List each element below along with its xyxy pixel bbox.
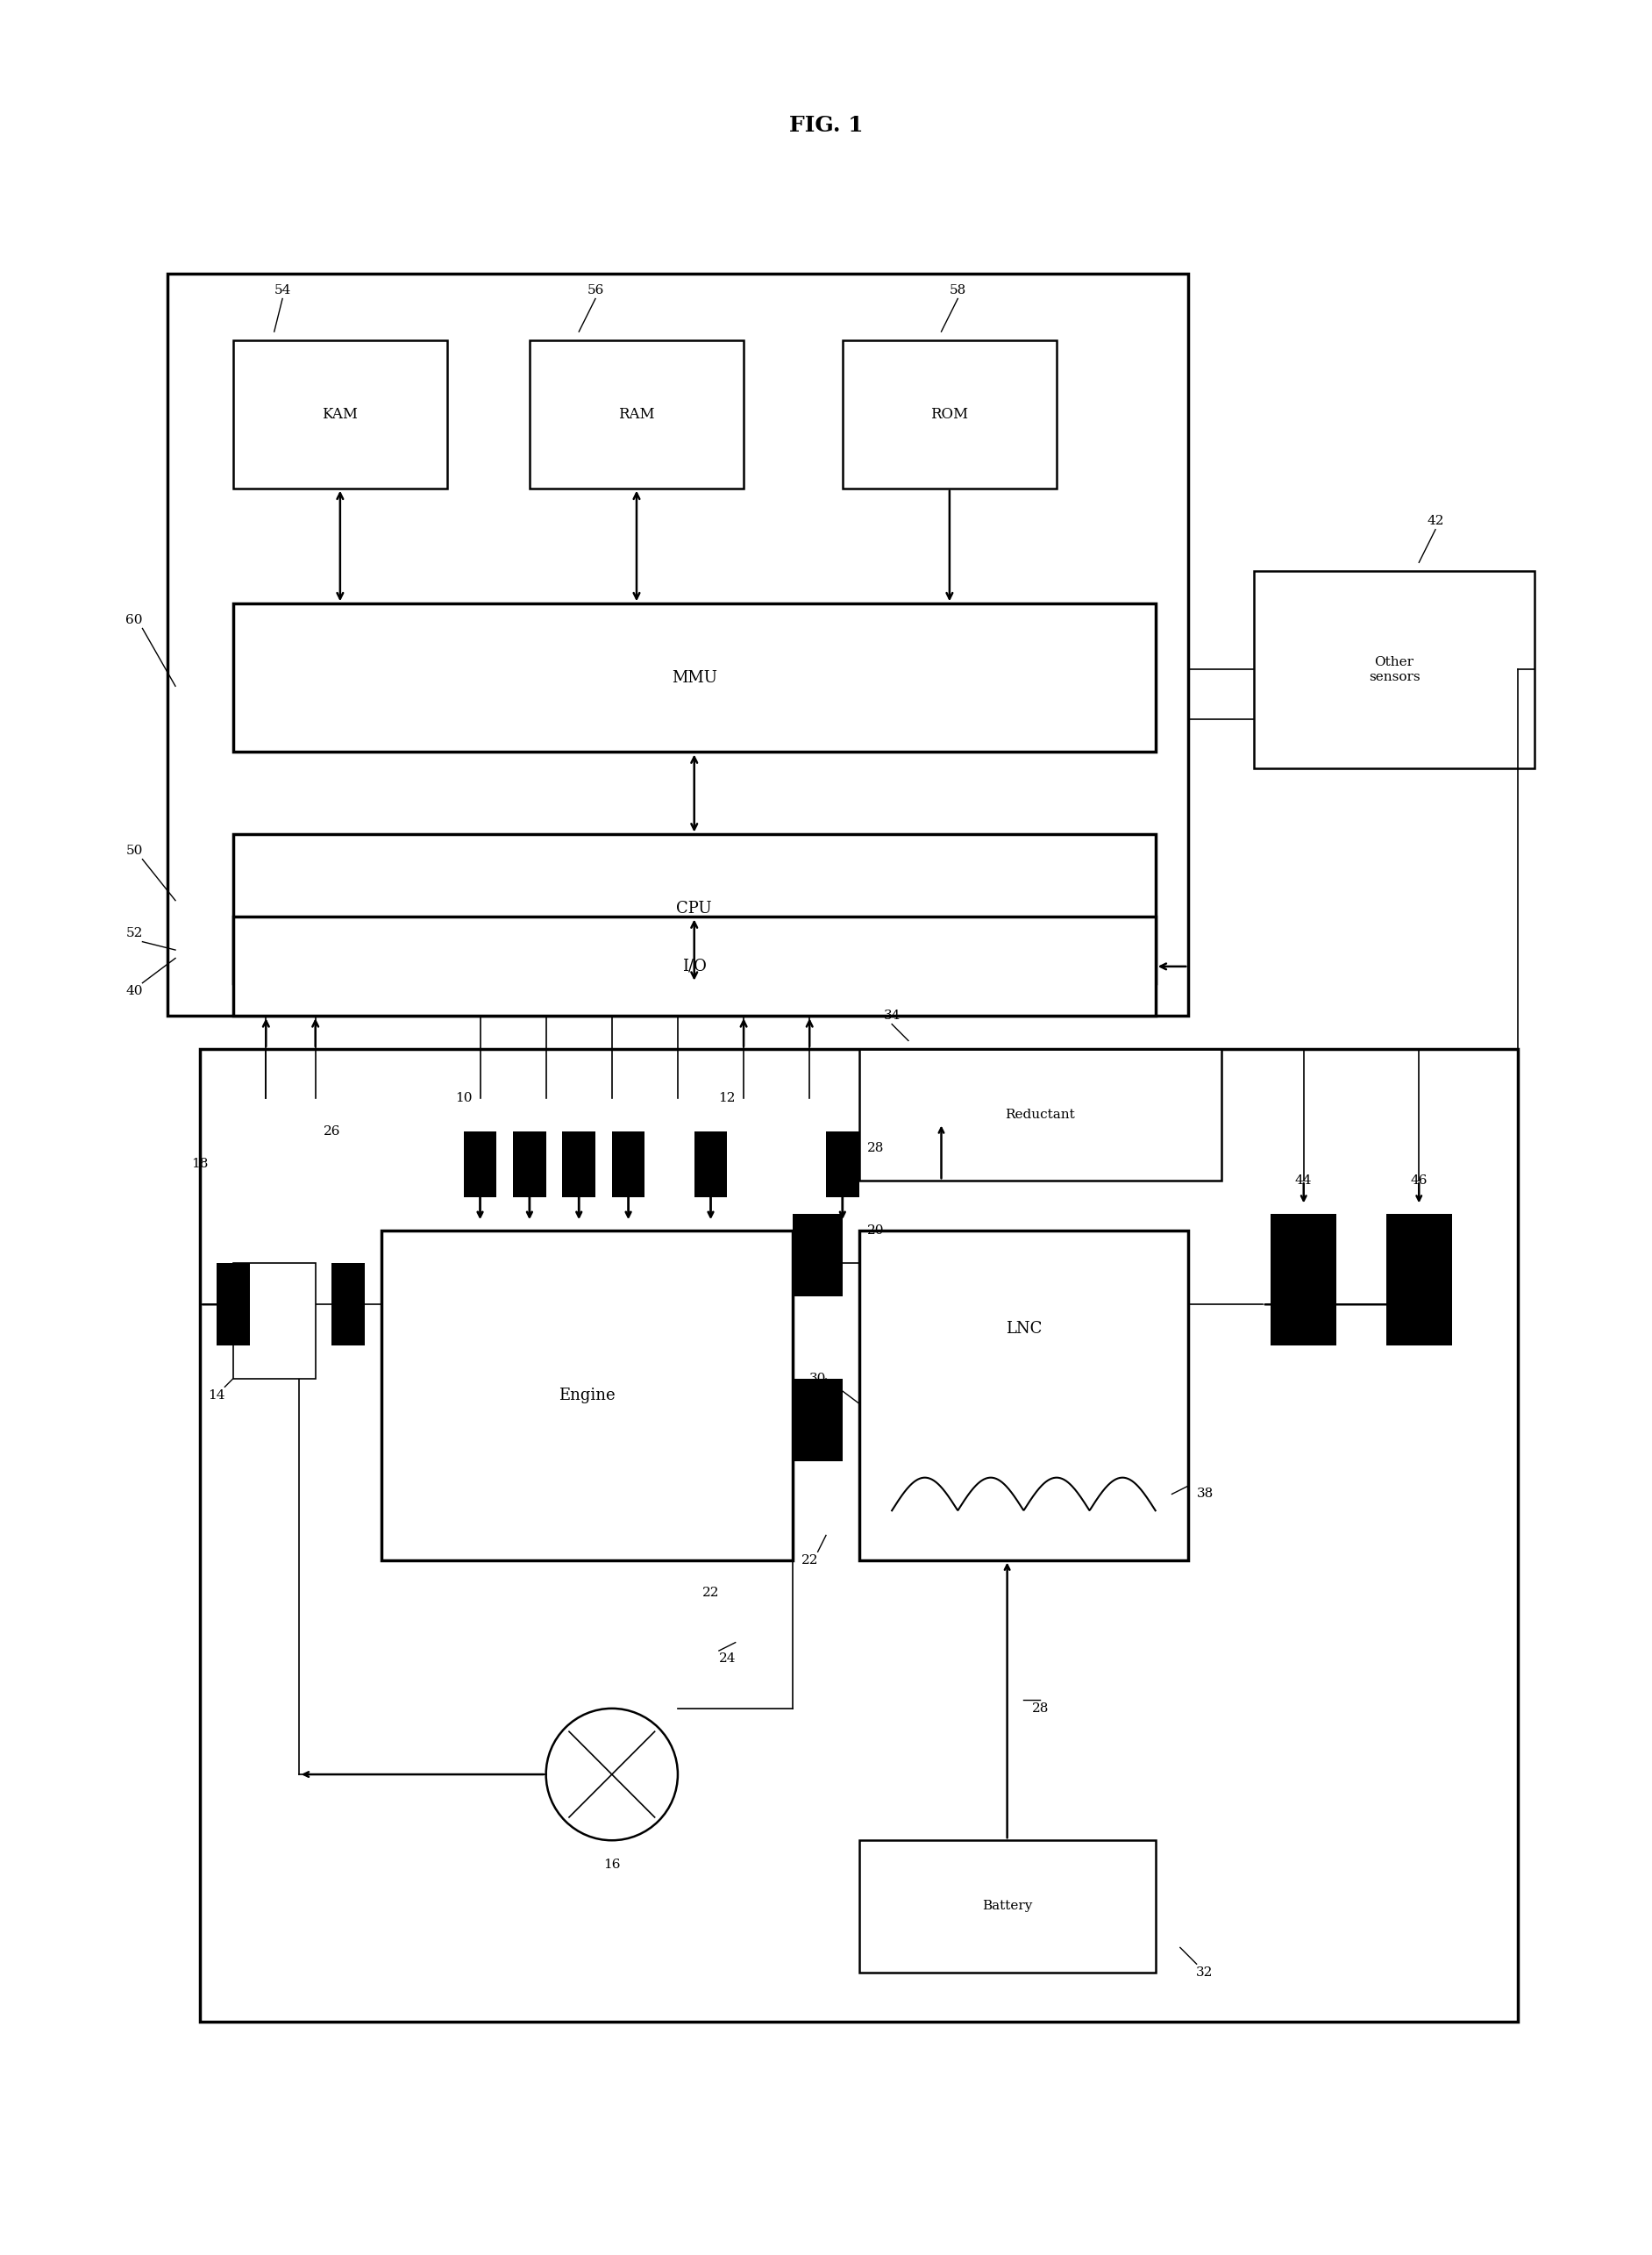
Text: 28: 28 bbox=[1031, 1703, 1049, 1714]
Text: 10: 10 bbox=[454, 1091, 472, 1105]
Text: 18: 18 bbox=[192, 1159, 208, 1170]
Bar bbox=[530, 341, 743, 489]
Text: LNC: LNC bbox=[1006, 1321, 1042, 1337]
Text: 58: 58 bbox=[950, 284, 966, 298]
Text: MMU: MMU bbox=[671, 670, 717, 686]
Text: 42: 42 bbox=[1427, 514, 1444, 528]
Text: KAM: KAM bbox=[322, 406, 358, 422]
Bar bbox=[216, 1263, 249, 1346]
Bar bbox=[793, 1378, 843, 1461]
Text: 40: 40 bbox=[126, 985, 142, 997]
Bar bbox=[233, 834, 1155, 983]
Text: 22: 22 bbox=[801, 1554, 818, 1567]
Text: 22: 22 bbox=[702, 1588, 719, 1599]
Text: 28: 28 bbox=[867, 1141, 884, 1155]
Text: 60: 60 bbox=[126, 613, 142, 627]
Text: I/O: I/O bbox=[682, 958, 707, 974]
Bar bbox=[859, 1840, 1155, 1973]
Bar bbox=[233, 341, 448, 489]
Text: 32: 32 bbox=[1196, 1966, 1213, 1978]
Text: ROM: ROM bbox=[930, 406, 968, 422]
Text: Reductant: Reductant bbox=[1004, 1109, 1075, 1121]
Text: 38: 38 bbox=[1196, 1488, 1213, 1500]
Bar bbox=[1270, 1213, 1336, 1346]
Text: 26: 26 bbox=[324, 1125, 340, 1137]
Bar bbox=[233, 604, 1155, 753]
Text: 50: 50 bbox=[126, 846, 142, 857]
Text: 30: 30 bbox=[809, 1373, 826, 1385]
Text: 46: 46 bbox=[1411, 1175, 1427, 1186]
Bar bbox=[464, 1132, 497, 1197]
Text: 54: 54 bbox=[274, 284, 291, 298]
Bar bbox=[562, 1132, 595, 1197]
Text: Engine: Engine bbox=[558, 1387, 616, 1403]
Bar bbox=[826, 1132, 859, 1197]
Bar bbox=[1254, 571, 1535, 769]
Text: 44: 44 bbox=[1295, 1175, 1312, 1186]
Text: CPU: CPU bbox=[676, 900, 712, 916]
Bar bbox=[694, 1132, 727, 1197]
Text: 20: 20 bbox=[867, 1224, 884, 1236]
Bar bbox=[1386, 1213, 1452, 1346]
Bar bbox=[514, 1132, 547, 1197]
Text: 12: 12 bbox=[719, 1091, 735, 1105]
Bar bbox=[233, 918, 1155, 1017]
Text: 14: 14 bbox=[208, 1389, 225, 1400]
Bar bbox=[200, 1049, 1518, 2023]
Bar bbox=[332, 1263, 365, 1346]
Bar bbox=[233, 1263, 316, 1378]
Text: 52: 52 bbox=[126, 927, 142, 940]
Bar bbox=[167, 273, 1188, 1017]
Bar bbox=[843, 341, 1057, 489]
Text: 56: 56 bbox=[586, 284, 605, 298]
Text: 24: 24 bbox=[719, 1653, 735, 1664]
Bar bbox=[382, 1231, 793, 1560]
Bar bbox=[611, 1132, 644, 1197]
Bar bbox=[793, 1213, 843, 1297]
Bar bbox=[859, 1231, 1188, 1560]
Text: Battery: Battery bbox=[981, 1901, 1032, 1912]
Text: Other
sensors: Other sensors bbox=[1368, 656, 1421, 683]
Text: FIG. 1: FIG. 1 bbox=[790, 115, 862, 135]
Bar bbox=[859, 1049, 1221, 1182]
Text: RAM: RAM bbox=[618, 406, 654, 422]
Text: 34: 34 bbox=[884, 1010, 900, 1022]
Text: 16: 16 bbox=[603, 1858, 621, 1872]
